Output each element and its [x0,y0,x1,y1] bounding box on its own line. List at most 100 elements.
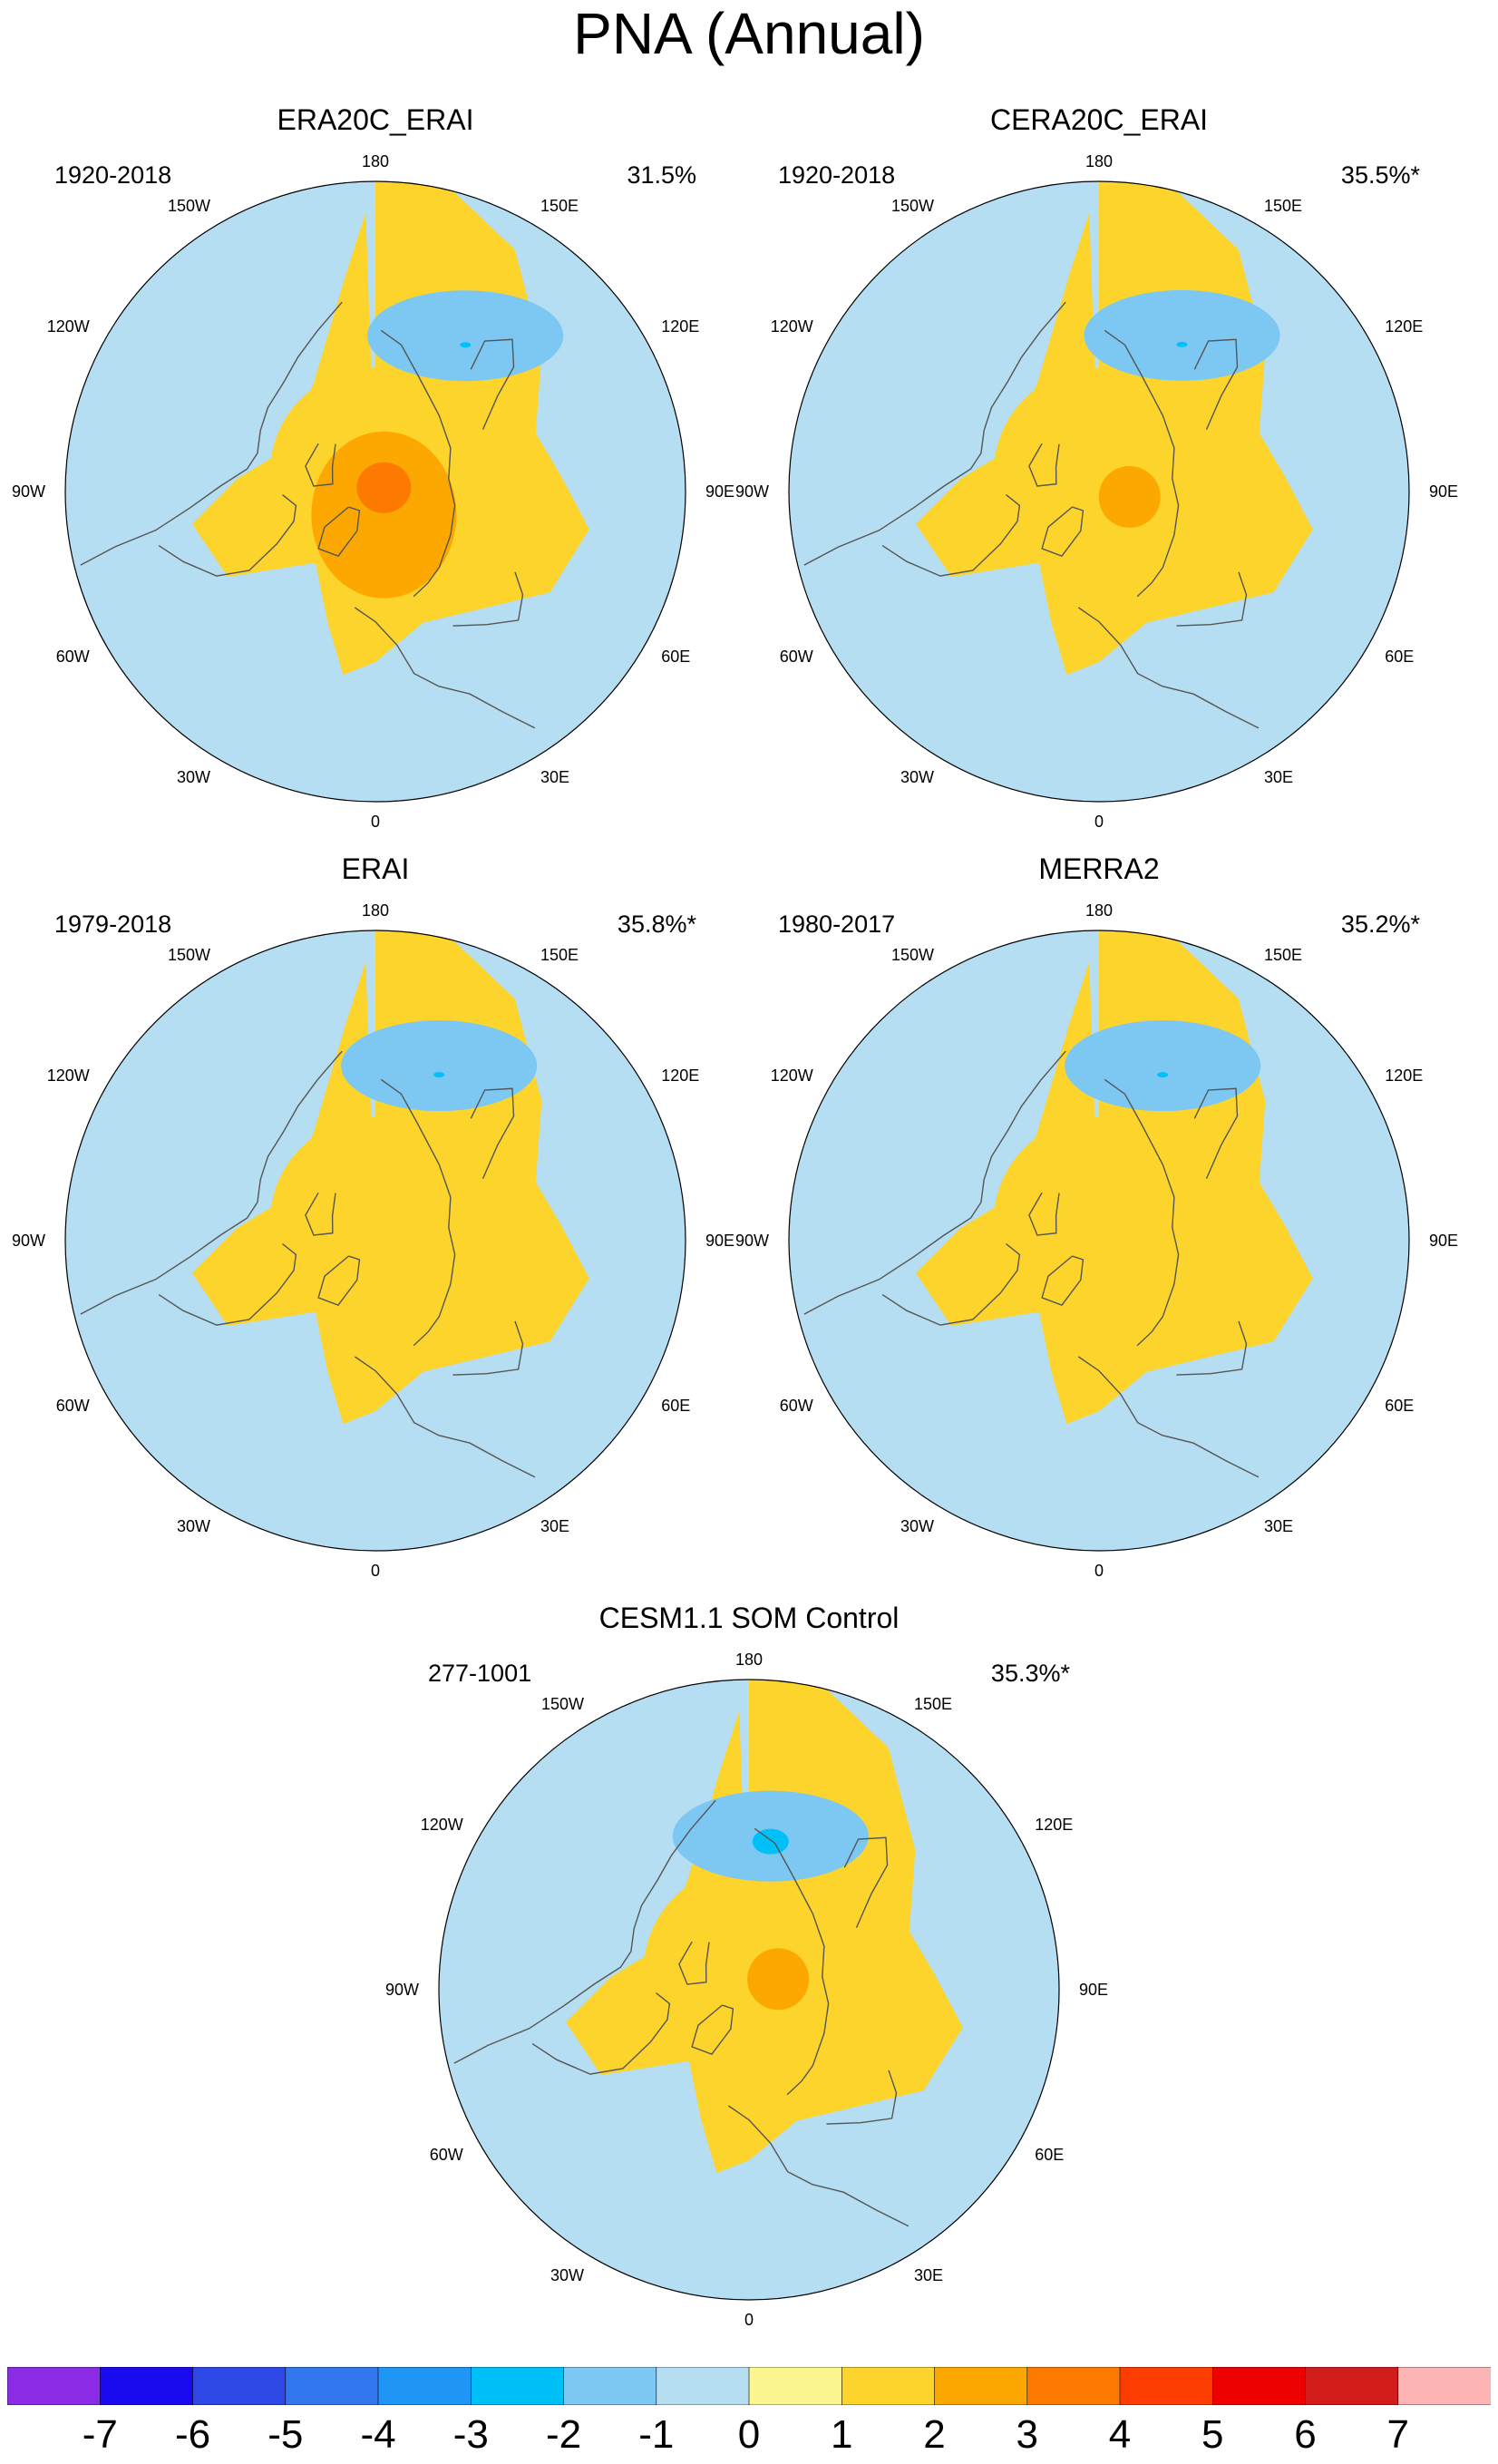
panel-variance: 35.8%* [617,911,696,938]
coastline [80,301,343,566]
colorbar-label: 7 [1386,2412,1410,2457]
longitude-label: 0 [1094,813,1104,831]
panel-period: 277-1001 [428,1660,532,1687]
panel-variance: 31.5% [627,161,696,189]
longitude-label: 90W [12,1232,45,1250]
panel-variance: 35.2%* [1340,911,1420,938]
contour-fill-negative-core [1157,1072,1169,1078]
contour-fill-negative-center [367,290,564,382]
coastline [158,1243,297,1326]
coastline [80,1050,343,1315]
map-boundary [788,930,1410,1552]
coastline [305,443,336,487]
longitude-label: 90W [12,482,45,501]
colorbar-label: -5 [268,2412,304,2457]
longitude-label: 60W [780,1397,813,1415]
polar-map: 180 150E 120E 90E 60E 30E 0 30W 60W 90W 120W 150W [12,901,734,1580]
longitude-label: 60E [1385,648,1414,666]
contour-fill-polar-cap [993,1116,1205,1329]
longitude-label: 0 [371,813,380,831]
contour-fill-negative-core [433,1072,445,1078]
longitude-label: 60W [56,648,90,666]
coastline [1176,571,1248,627]
coastline [1028,443,1060,487]
panel-title: CERA20C_ERAI [989,103,1209,136]
colorbar-label: -6 [174,2412,211,2457]
coastline [158,494,297,577]
panel-title: ERA20C_ERAI [277,103,474,136]
coastline [803,1050,1066,1315]
contour-fill-negative-center [1065,1020,1261,1112]
longitude-label: 180 [735,1651,763,1669]
longitude-label: 150E [540,946,579,964]
colorbar-label: 4 [1108,2412,1132,2457]
coastline [531,1992,671,2075]
panel-title: ERAI [341,852,410,885]
colorbar-label: 1 [831,2412,853,2457]
longitude-label: 60E [1035,2146,1064,2164]
longitude-label: 120W [771,1066,813,1085]
colorbar-label: -1 [638,2412,675,2457]
longitude-label: 150E [914,1695,952,1713]
coastline [305,1192,336,1236]
colorbar-label: 6 [1294,2412,1317,2457]
coastline [826,2070,898,2125]
longitude-label: 90W [385,1981,419,1999]
coastline [452,571,524,627]
colorbar-label: -2 [545,2412,582,2457]
colorbar-label: 0 [737,2412,761,2457]
longitude-label: 30W [550,2266,584,2284]
longitude-label: 150E [1264,197,1302,215]
longitude-label: 0 [744,2311,754,2329]
longitude-label: 120W [47,1066,90,1085]
colorbar-swatch [100,2367,194,2405]
panel-title: CESM1.1 SOM Control [598,1602,900,1634]
colorbar-labels: -7 -6 -5 -4 -3 -2 -1 0 1 2 3 4 5 6 7 [0,2412,1498,2458]
panel-variance: 35.5%* [1340,161,1420,189]
colorbar-swatch [748,2367,843,2405]
longitude-label: 30W [177,768,210,786]
longitude-label: 90E [705,482,734,501]
coastline [380,329,456,598]
longitude-label: 30E [914,2266,943,2284]
colorbar-label: -7 [82,2412,118,2457]
longitude-label: 150W [891,946,934,964]
contour-fill-negative-center [1084,289,1280,381]
coastline [470,1087,515,1179]
colorbar-label: -4 [360,2412,396,2457]
coastline [728,2105,910,2227]
map-panel-cesm: CESM1.1 SOM Control 277-1001 35.3%* 180 1… [374,1600,1124,2343]
figure-title: PNA (Annual) [573,1,925,66]
coastline [470,338,515,430]
colorbar-swatch [285,2367,379,2405]
longitude-label: 60W [780,648,813,666]
coastline [1193,1087,1239,1179]
colorbar-swatch [1212,2367,1307,2405]
coastline [317,506,361,557]
panel-title: MERRA2 [1038,852,1160,885]
longitude-label: 60W [430,2146,463,2164]
contour-fill-positive-core [356,462,412,513]
colorbar-swatch [7,2367,102,2405]
longitude-label: 150W [168,197,210,215]
coastline [1176,1320,1248,1376]
contour-fill-negative-core [460,342,472,348]
coastline [355,1356,536,1478]
coastline [691,2004,734,2055]
coastline [803,301,1066,566]
colorbar [7,2367,1491,2405]
map-panel-era20c: ERA20C_ERAI 1920-2018 31.5% 180 150E 120E 9… [0,102,751,845]
longitude-label: 90E [1079,1981,1108,1999]
coastline [1104,329,1180,598]
coastline [1104,1078,1180,1347]
longitude-label: 60W [56,1397,90,1415]
panel-variance: 35.3%* [990,1660,1070,1687]
contour-fill-positive-center [1098,465,1161,528]
contour-fill-negative-center [341,1020,538,1112]
coastline [843,1836,889,1928]
longitude-label: 30W [900,768,934,786]
coastline [317,1255,361,1306]
longitude-label: 120W [47,317,90,336]
longitude-label: 90E [1429,482,1458,501]
longitude-label: 60E [661,648,690,666]
